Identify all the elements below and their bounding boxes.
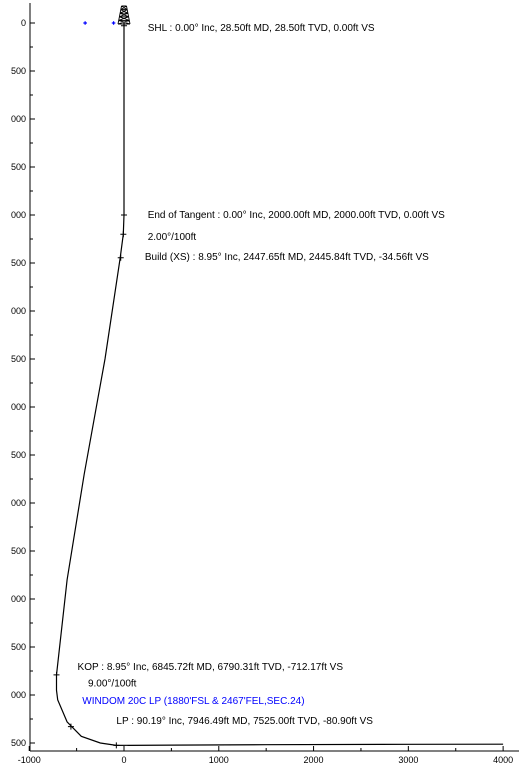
y-tick-label: 000 xyxy=(11,306,26,316)
y-tick-label: 500 xyxy=(11,66,26,76)
plus-marker xyxy=(67,723,74,730)
y-tick-label: 000 xyxy=(11,210,26,220)
annotation-build-rate: 2.00°/100ft xyxy=(148,232,197,243)
offsite-point xyxy=(111,21,116,25)
derrick-frame xyxy=(117,5,131,25)
x-tick-label: 2000 xyxy=(304,755,324,765)
trajectory-series xyxy=(55,23,504,747)
annotation-lp: LP : 90.19° Inc, 7946.49ft MD, 7525.00ft… xyxy=(116,716,373,727)
plus-marker xyxy=(113,742,120,749)
y-tick-label: 000 xyxy=(11,594,26,604)
plus-marker xyxy=(121,212,127,218)
x-tick-label: 3000 xyxy=(398,755,418,765)
annotation-shl: SHL : 0.00° Inc, 28.50ft MD, 28.50ft TVD… xyxy=(148,23,375,34)
y-tick-label: 0 xyxy=(21,18,26,28)
plot-frame xyxy=(29,3,519,752)
derrick-icon xyxy=(117,5,131,25)
x-tick-label: -1000 xyxy=(18,755,41,765)
trajectory-line xyxy=(55,23,504,747)
y-tick-label: 500 xyxy=(11,354,26,364)
plus-marker xyxy=(120,231,127,238)
y-tick-label: 000 xyxy=(11,402,26,412)
y-tick-label: 500 xyxy=(11,642,26,652)
axis-tick-labels: 0 500 000 500 000 500 000 500 000 500 000 500 000 500… xyxy=(11,18,513,765)
annotation-build: Build (XS) : 8.95° Inc, 2447.65ft MD, 24… xyxy=(145,252,429,263)
annotation-target: WINDOM 20C LP (1880'FSL & 2467'FEL,SEC.2… xyxy=(82,696,304,707)
y-tick-label: 000 xyxy=(11,690,26,700)
axis-ticks xyxy=(28,22,504,751)
x-tick-label: 1000 xyxy=(209,755,229,765)
annotation-end-of-tangent: End of Tangent : 0.00° Inc, 2000.00ft MD… xyxy=(148,210,445,221)
plus-marker xyxy=(117,254,124,261)
annotations: SHL : 0.00° Inc, 28.50ft MD, 28.50ft TVD… xyxy=(78,23,446,727)
trajectory-markers xyxy=(53,22,127,749)
annotation-kop: KOP : 8.95° Inc, 6845.72ft MD, 6790.31ft… xyxy=(78,662,344,673)
x-tick-label: 4000 xyxy=(493,755,513,765)
offsite-point xyxy=(83,21,87,25)
y-tick-label: 500 xyxy=(11,546,26,556)
y-tick-label: 500 xyxy=(11,450,26,460)
y-tick-label: 500 xyxy=(11,162,26,172)
y-tick-label: 000 xyxy=(11,114,26,124)
x-tick-label: 0 xyxy=(121,755,126,765)
plus-marker xyxy=(53,671,60,678)
y-tick-label: 500 xyxy=(11,738,26,748)
annotation-curve-rate: 9.00°/100ft xyxy=(88,678,137,689)
y-tick-label: 500 xyxy=(11,258,26,268)
offsite-points xyxy=(83,21,116,25)
y-tick-label: 000 xyxy=(11,498,26,508)
rig-icon-group xyxy=(117,5,131,25)
